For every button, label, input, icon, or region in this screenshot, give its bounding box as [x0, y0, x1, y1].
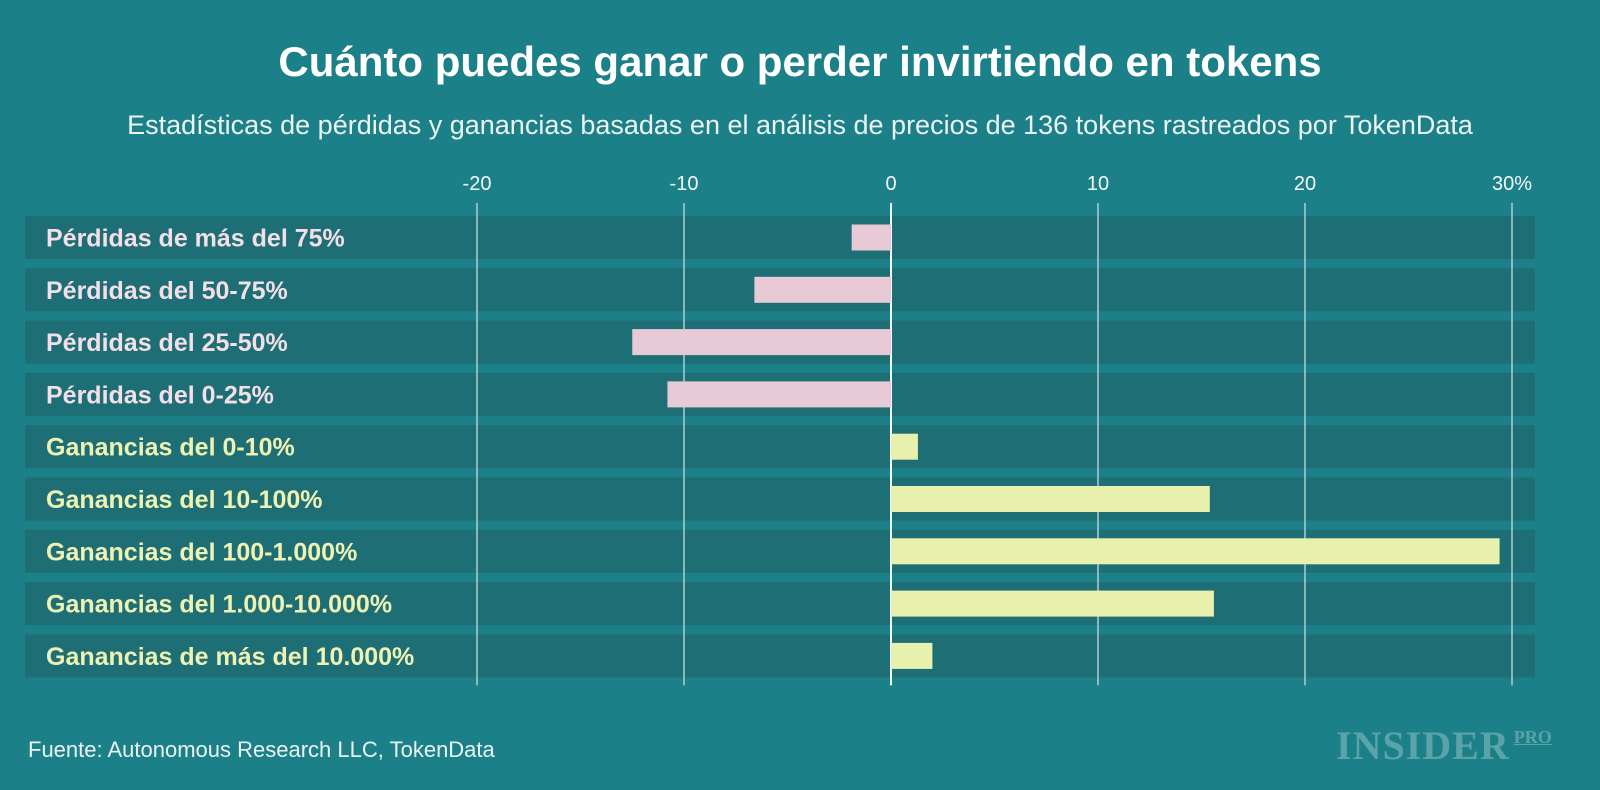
insider-pro-logo: INSIDER PRO [1336, 722, 1552, 769]
chart-title: Cuánto puedes ganar o perder invirtiendo… [278, 38, 1322, 85]
category-label: Ganancias del 1.000-10.000% [46, 591, 392, 619]
bar [891, 486, 1210, 512]
category-label: Pérdidas del 50-75% [46, 277, 288, 305]
bar [667, 381, 891, 408]
category-label: Ganancias del 100-1.000% [46, 538, 357, 566]
row-background [25, 477, 1535, 521]
row-background [25, 425, 1535, 469]
category-label: Ganancias del 10-100% [46, 486, 323, 514]
bar [891, 590, 1214, 617]
x-tick-label: 0 [885, 173, 896, 195]
category-label: Ganancias del 0-10% [46, 434, 295, 462]
x-tick-label: 10 [1087, 173, 1109, 195]
x-tick-label: -10 [670, 173, 699, 195]
row-background [25, 634, 1535, 678]
bar [754, 276, 891, 303]
row-background [25, 582, 1535, 626]
logo-wordmark: INSIDER [1336, 723, 1510, 768]
row-background [25, 216, 1535, 259]
category-label: Pérdidas del 0-25% [46, 381, 274, 409]
source-note: Fuente: Autonomous Research LLC, TokenDa… [28, 737, 495, 762]
x-tick-label: 20 [1294, 173, 1316, 195]
bar [891, 642, 933, 669]
category-label: Pérdidas de más del 75% [46, 225, 345, 253]
bar [632, 329, 891, 356]
chart-subtitle: Estadísticas de pérdidas y ganancias bas… [127, 110, 1473, 140]
logo-suffix: PRO [1513, 727, 1552, 747]
bar [851, 224, 891, 251]
bar [891, 538, 1500, 565]
category-label: Pérdidas del 25-50% [46, 329, 288, 357]
x-tick-label: -20 [463, 173, 492, 195]
x-tick-label: 30% [1492, 173, 1532, 195]
category-label: Ganancias de más del 10.000% [46, 643, 414, 671]
bar [891, 433, 918, 460]
